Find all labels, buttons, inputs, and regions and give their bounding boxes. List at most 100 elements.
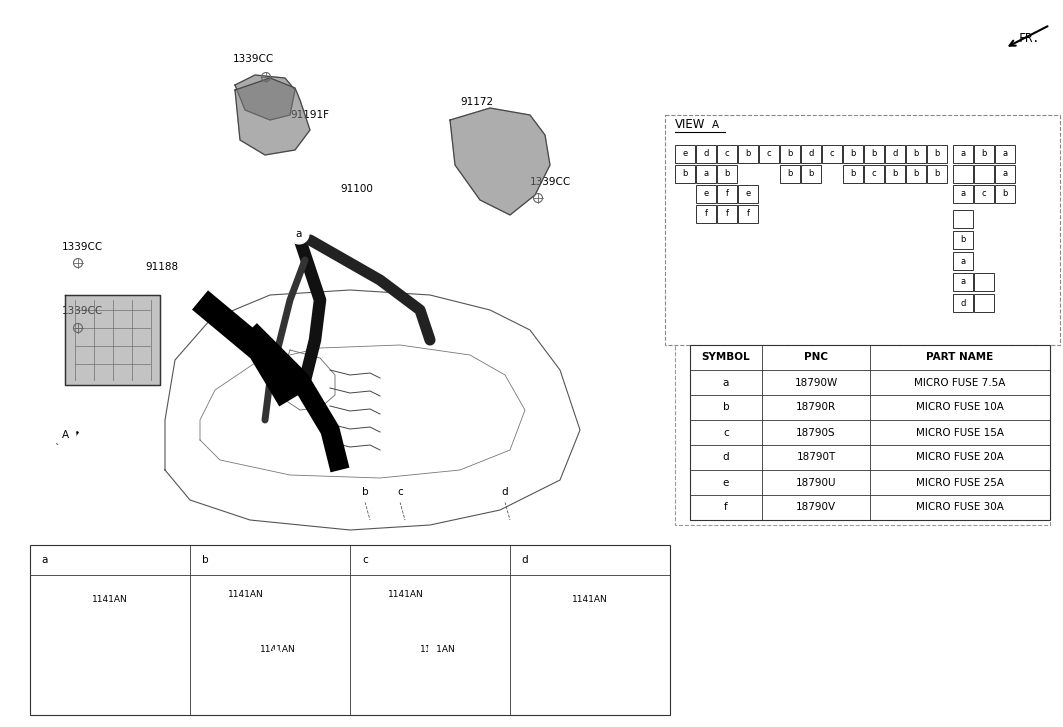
Text: a: a (961, 278, 965, 286)
Bar (954, 165, 973, 183)
Text: VIEW: VIEW (675, 118, 706, 131)
Bar (690, 345, 1050, 520)
Text: b: b (788, 150, 793, 158)
Text: e: e (745, 190, 750, 198)
Text: f: f (724, 502, 728, 513)
Bar (675, 145, 695, 163)
Text: c: c (830, 150, 834, 158)
Bar (780, 145, 800, 163)
Bar (718, 185, 737, 203)
Bar (974, 294, 994, 312)
Bar (954, 210, 973, 228)
Bar (954, 145, 973, 163)
Text: 1339CC: 1339CC (62, 242, 103, 252)
Text: a: a (961, 190, 965, 198)
Text: 1141AN: 1141AN (92, 595, 128, 604)
Text: d: d (892, 150, 897, 158)
Circle shape (195, 550, 215, 570)
Bar (954, 231, 973, 249)
Text: b: b (850, 169, 856, 179)
Text: 1141AN: 1141AN (388, 590, 424, 599)
Circle shape (414, 616, 422, 624)
Bar (780, 165, 800, 183)
Text: c: c (725, 150, 729, 158)
Text: 1339CC: 1339CC (62, 306, 103, 316)
Text: 91191F: 91191F (290, 110, 330, 120)
Text: 91100: 91100 (340, 184, 373, 194)
Bar (974, 165, 994, 183)
Text: b: b (361, 487, 368, 497)
Text: a: a (704, 169, 709, 179)
Text: a: a (723, 377, 729, 387)
Polygon shape (235, 78, 310, 155)
Text: b: b (724, 169, 729, 179)
Text: MICRO FUSE 7.5A: MICRO FUSE 7.5A (914, 377, 1006, 387)
Text: 18790S: 18790S (796, 427, 836, 438)
Text: d: d (522, 555, 528, 565)
Text: c: c (982, 190, 986, 198)
Text: b: b (682, 169, 688, 179)
Bar (954, 252, 973, 270)
Text: a: a (961, 150, 965, 158)
Circle shape (495, 482, 514, 502)
Text: f: f (726, 190, 728, 198)
Text: 18790W: 18790W (794, 377, 838, 387)
Text: 1339CC: 1339CC (233, 54, 273, 64)
Text: PART NAME: PART NAME (926, 353, 994, 363)
Bar (843, 165, 863, 183)
Bar (696, 185, 716, 203)
Text: 18790T: 18790T (796, 452, 836, 462)
Bar (864, 145, 884, 163)
Text: PNC: PNC (804, 353, 828, 363)
Bar (843, 145, 863, 163)
Text: A: A (62, 430, 68, 440)
Text: b: b (960, 236, 965, 244)
Text: d: d (723, 452, 729, 462)
Bar (885, 165, 905, 183)
Circle shape (355, 482, 375, 502)
Circle shape (390, 482, 410, 502)
Bar (675, 165, 695, 183)
Circle shape (707, 117, 723, 133)
Circle shape (54, 424, 75, 446)
FancyBboxPatch shape (665, 115, 1060, 345)
Bar (696, 145, 716, 163)
Text: SYMBOL: SYMBOL (702, 353, 750, 363)
Bar (802, 165, 821, 183)
Text: c: c (723, 427, 729, 438)
Polygon shape (65, 295, 161, 385)
Circle shape (514, 550, 535, 570)
Text: a: a (1002, 150, 1008, 158)
Circle shape (374, 616, 382, 624)
Text: 91172: 91172 (460, 97, 493, 107)
Text: a: a (41, 555, 48, 565)
Text: c: c (398, 487, 403, 497)
Text: 1141AN: 1141AN (572, 595, 608, 604)
Circle shape (271, 650, 281, 660)
Bar (927, 145, 947, 163)
Text: 18790R: 18790R (796, 403, 837, 412)
Text: b: b (913, 150, 918, 158)
Bar (906, 145, 926, 163)
Bar (30, 545, 670, 715)
Circle shape (575, 625, 585, 635)
Bar (696, 165, 716, 183)
Bar (718, 165, 737, 183)
Text: 1339CC: 1339CC (530, 177, 571, 187)
Bar (974, 273, 994, 291)
Bar (954, 185, 973, 203)
Text: b: b (745, 150, 750, 158)
Bar (995, 145, 1015, 163)
Text: 1141AN: 1141AN (260, 645, 296, 654)
Text: a: a (1002, 169, 1008, 179)
Bar (759, 145, 779, 163)
Text: d: d (960, 299, 965, 308)
Text: d: d (704, 150, 709, 158)
Text: a: a (296, 229, 302, 239)
Text: f: f (705, 209, 708, 219)
Bar (995, 185, 1015, 203)
Text: b: b (934, 169, 940, 179)
Circle shape (355, 550, 375, 570)
Bar (864, 165, 884, 183)
Bar (954, 273, 973, 291)
